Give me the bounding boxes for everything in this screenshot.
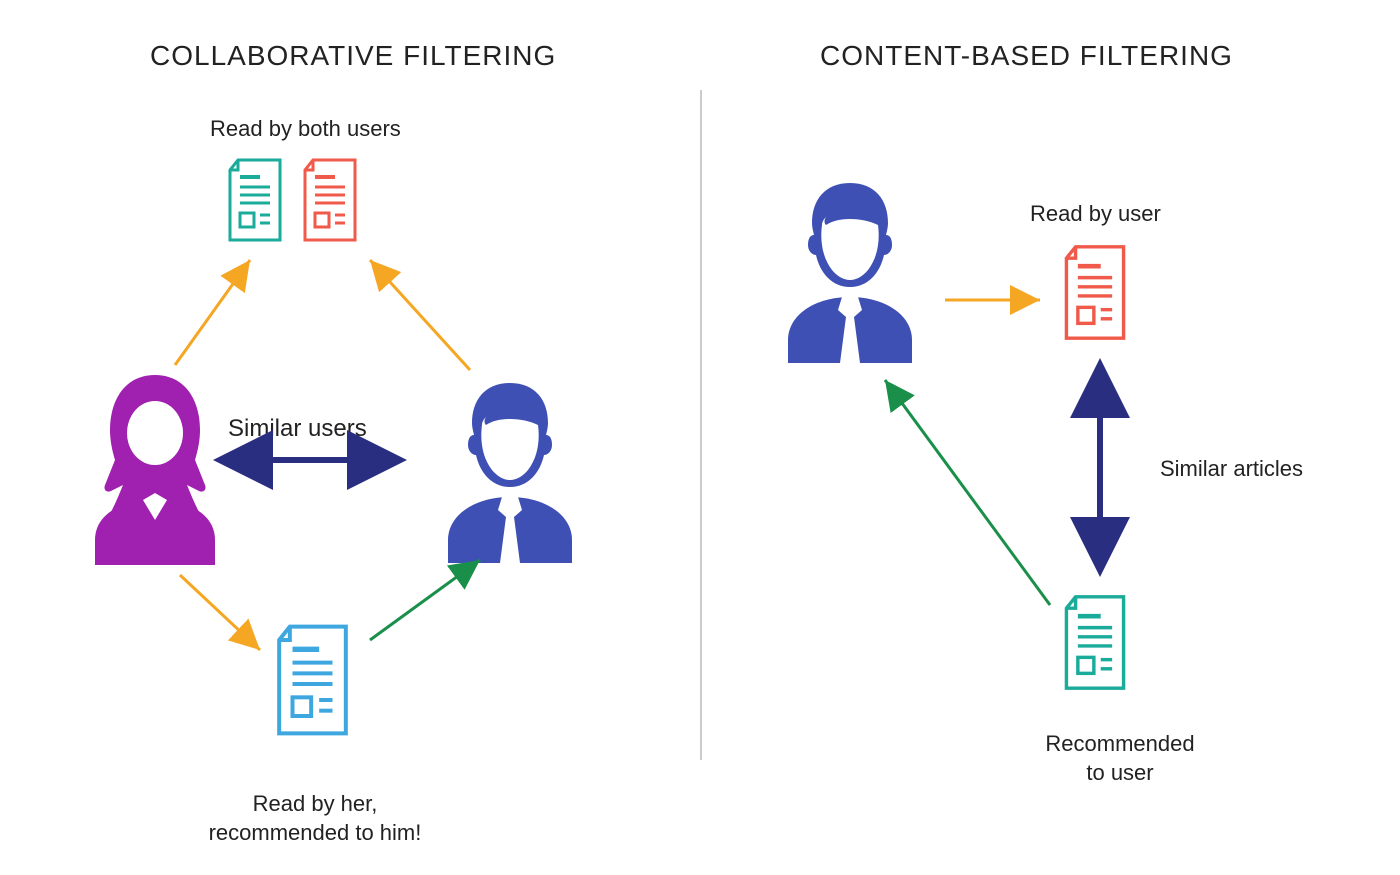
left-arrows: [0, 0, 700, 875]
right-arrows: [700, 0, 1400, 875]
